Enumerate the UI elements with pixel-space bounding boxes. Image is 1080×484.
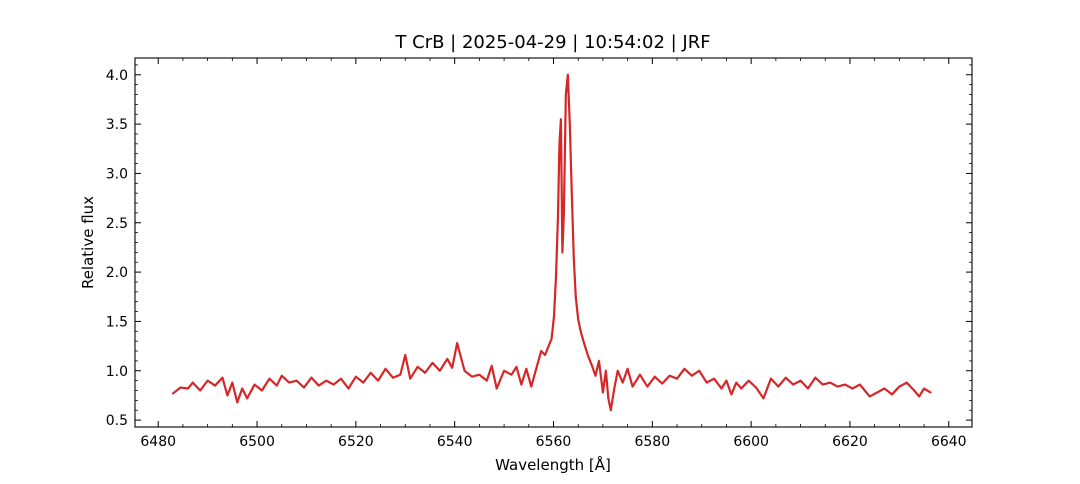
x-tick-label: 6480 [140,434,176,450]
y-tick-label: 1.0 [106,364,128,380]
y-tick-label: 2.0 [106,265,128,281]
y-tick-label: 0.5 [106,413,128,429]
x-tick-label: 6500 [239,434,275,450]
x-axis-label: Wavelength [Å] [495,455,611,474]
y-axis-label: Relative flux [79,196,97,289]
y-tick-label: 3.5 [106,117,128,133]
series-layer [171,73,932,412]
plot-area-frame [134,57,973,428]
chart-title: T CrB | 2025-04-29 | 10:54:02 | JRF [394,32,710,53]
y-tick-label: 4.0 [106,68,128,84]
x-tick-label: 6640 [931,434,967,450]
x-tick-label: 6520 [338,434,374,450]
x-tick-label: 6620 [832,434,868,450]
axis-ticks: 6480 6500 6520 6540 6560 6580 6600 6620 6640 0.5 1… [106,58,972,450]
spectrum-line [171,73,932,412]
x-tick-label: 6580 [634,434,670,450]
x-tick-label: 6540 [437,434,473,450]
y-tick-label: 1.5 [106,314,128,330]
y-tick-label: 2.5 [106,216,128,232]
x-tick-label: 6560 [536,434,572,450]
y-tick-label: 3.0 [106,166,128,182]
x-tick-label: 6600 [733,434,769,450]
